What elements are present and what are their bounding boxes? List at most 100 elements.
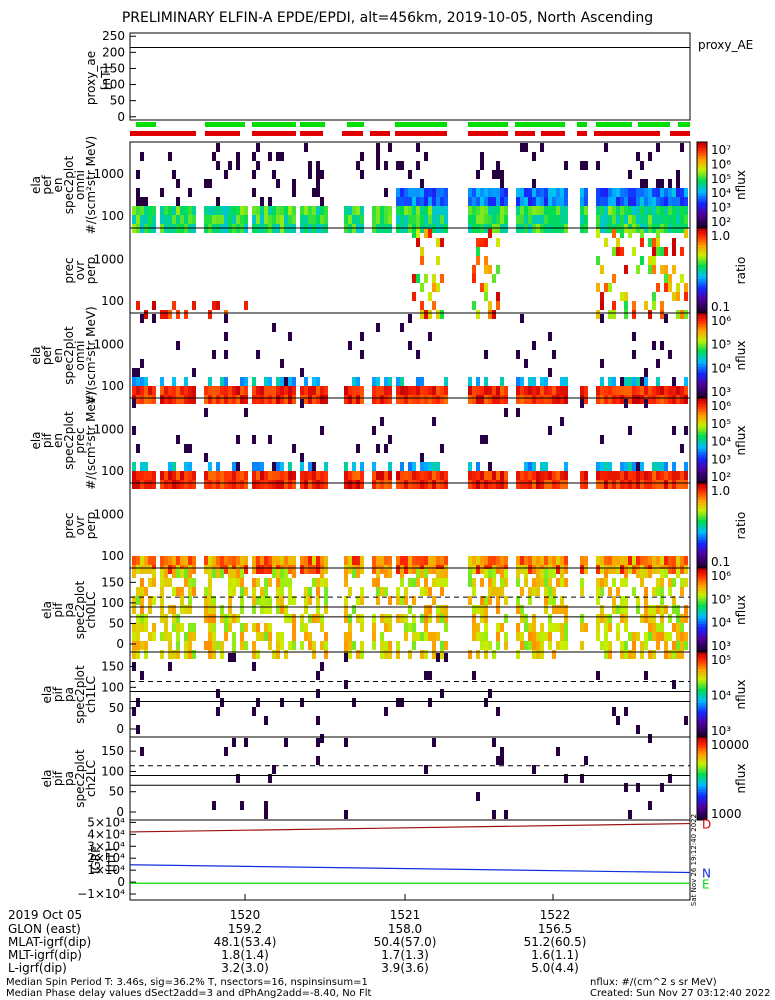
spectrogram-cell [148,206,152,215]
spectrogram-cell [596,283,600,292]
spectrogram-cell [348,386,352,395]
spectrogram-cell [420,301,424,310]
spectrogram-cell [184,471,188,480]
spectrogram-cell [644,197,648,206]
spectrogram-cell [376,587,380,596]
spectrogram-cell [408,386,412,395]
spectrogram-cell [188,386,192,395]
colorbar-cell [697,284,707,288]
spectrogram-cell [292,188,296,197]
spectrogram-cell [492,587,496,596]
spectrogram-cell [684,197,688,206]
spectrogram-cell [216,471,220,480]
spectrogram-cell [212,605,216,614]
colorbar-cell [697,338,707,342]
spectrogram-cell [608,641,612,650]
spectrogram-cell [252,435,256,444]
spectrogram-cell [488,471,492,480]
spectrogram-cell [380,471,384,480]
spectrogram-cell [384,188,388,197]
ylabel: en [51,433,65,448]
spectrogram-cell [164,480,168,489]
spectrogram-cell [236,215,240,224]
spectrogram-cell [628,229,632,238]
spectrogram-cell [668,179,672,188]
spectrogram-cell [212,614,216,623]
spectrogram-cell [544,215,548,224]
spectrogram-cell [276,556,280,565]
spectrogram-cell [252,480,256,489]
spectrogram-cell [668,215,672,224]
spectrogram-cell [236,386,240,395]
ytick-label: 0 [117,110,125,124]
colorbar-cell [697,202,707,206]
spectrogram-cell [560,386,564,395]
ylabel: pef [40,175,54,195]
spectrogram-cell [320,569,324,578]
spectrogram-cell [604,197,608,206]
spectrogram-cell [412,462,416,471]
spectrogram-cell [384,556,388,565]
spectrogram-cell [400,578,404,587]
footer-spin: Median Spin Period T: 3.46s, sig=36.2% T… [6,977,368,988]
spectrogram-cell [236,161,240,170]
spectrogram-cell [516,471,520,480]
spectrogram-cell [484,569,488,578]
spectrogram-cell [372,641,376,650]
spectrogram-cell [180,569,184,578]
spectrogram-cell [144,614,148,623]
spectrogram-cell [476,310,480,319]
spectrogram-cell [144,206,148,215]
spectrogram-cell [548,426,552,435]
spectrogram-cell [132,623,136,632]
spectrogram-cell [416,556,420,565]
spectrogram-cell [664,283,668,292]
colorbar-cell [697,164,707,169]
spectrogram-cell [348,480,352,489]
spectrogram-cell [316,614,320,623]
spectrogram-cell [440,395,444,404]
spectrogram-cell [140,395,144,404]
spectrogram-cell [632,332,636,341]
spectrogram-cell [644,671,648,680]
spectrogram-cell [436,556,440,565]
spectrogram-cell [252,170,256,179]
spectrogram-cell [532,188,536,197]
spectrogram-cell [616,238,620,247]
spectrogram-cell [432,215,436,224]
colorbar-cell [697,604,707,608]
spectrogram-cell [564,188,568,197]
spectrogram-cell [436,605,440,614]
colorbar-label: nflux [734,595,748,625]
spectrogram-cell [160,632,164,641]
spectrogram-cell [380,614,384,623]
spectrogram-cell [252,662,256,671]
spectrogram-cell [280,462,284,471]
legend-E: E [702,877,710,891]
spectrogram-cell [580,614,584,623]
spectrogram-cell [376,569,380,578]
spectrogram-cell [216,556,220,565]
colorbar-cell [697,341,707,345]
spectrogram-cell [344,569,348,578]
spectrogram-cell [632,462,636,471]
spectrogram-cell [496,188,500,197]
spectrogram-cell [556,747,560,756]
spectrogram-cell [608,462,612,471]
spectrogram-cell [620,247,624,256]
spectrogram-cell [360,587,364,596]
spectrogram-cell [564,578,568,587]
spectrogram-cell [612,707,616,716]
spectrogram-cell [624,596,628,605]
spectrogram-cell [320,206,324,215]
spectrogram-cell [492,810,496,819]
spectrogram-cell [628,377,632,386]
spectrogram-cell [416,188,420,197]
spectrogram-cell [600,292,604,301]
spectrogram-cell [636,206,640,215]
spectrogram-cell [536,569,540,578]
spectrogram-cell [524,641,528,650]
spectrogram-cell [164,632,168,641]
spectrogram-cell [656,247,660,256]
colorbar-cell [697,784,707,788]
